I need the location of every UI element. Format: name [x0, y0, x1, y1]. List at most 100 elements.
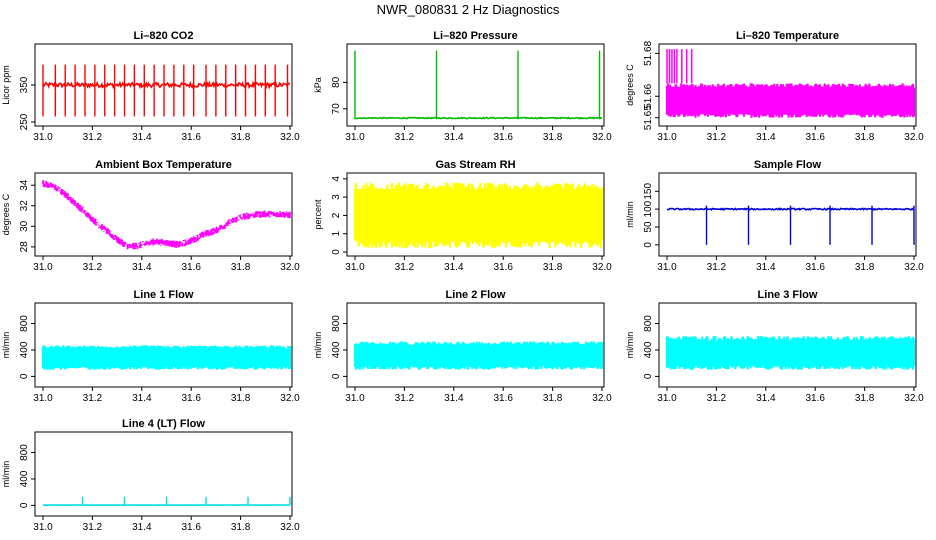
series-fill — [355, 189, 602, 242]
y-tick-label: 34 — [19, 179, 30, 191]
panel-title: Ambient Box Temperature — [95, 159, 232, 171]
panel-title: Li–820 Pressure — [433, 30, 517, 42]
series-segment — [44, 347, 82, 368]
y-axis-label: percent — [313, 199, 323, 230]
x-tick-label: 31.8 — [543, 262, 563, 273]
y-tick-label: 250 — [19, 113, 30, 130]
x-tick-label: 31.0 — [345, 262, 365, 273]
series-segment — [846, 339, 854, 367]
y-tick-label: 0 — [19, 502, 30, 508]
plot-frame — [34, 431, 293, 517]
y-axis-label: ml/min — [625, 332, 635, 359]
x-tick-label: 31.0 — [33, 132, 53, 143]
y-tick-label: 80 — [331, 76, 342, 88]
x-tick-label: 31.4 — [444, 393, 464, 404]
y-axis-label: degrees C — [625, 64, 635, 106]
panel-title: Line 3 Flow — [758, 289, 818, 301]
series-segment — [519, 344, 532, 367]
x-tick-label: 32.0 — [904, 262, 924, 273]
x-tick-label: 31.8 — [231, 132, 251, 143]
series-segment — [578, 344, 584, 367]
x-tick-label: 31.4 — [132, 132, 152, 143]
x-tick-label: 32.0 — [592, 393, 612, 404]
y-tick-label: 800 — [331, 315, 342, 332]
plot-frame — [658, 172, 917, 257]
x-tick-label: 31.0 — [345, 393, 365, 404]
series-segment — [561, 344, 576, 367]
series-line — [42, 180, 291, 250]
x-tick-label: 31.6 — [493, 393, 513, 404]
series-segment — [467, 344, 477, 367]
series-segment — [551, 344, 559, 367]
panel-title: Gas Stream RH — [435, 159, 515, 171]
x-tick-label: 31.2 — [395, 262, 415, 273]
panel-title: Line 1 Flow — [134, 289, 194, 301]
x-tick-label: 31.6 — [181, 393, 201, 404]
x-tick-label: 31.2 — [707, 132, 727, 143]
plot-frame — [346, 172, 605, 257]
x-tick-label: 31.6 — [493, 132, 513, 143]
series-segment — [856, 339, 871, 367]
y-tick-label: 100 — [643, 200, 654, 217]
panel-4: Ambient Box Temperature degrees C 31.0 31.2… — [1, 159, 300, 273]
y-tick-label: 150 — [643, 183, 654, 200]
x-tick-label: 31.2 — [83, 262, 103, 273]
series-segment — [356, 344, 396, 367]
plot-frame — [34, 172, 293, 257]
x-tick-label: 31.2 — [83, 132, 103, 143]
panel-6: Sample Flow ml/min 31.0 31.2 31.4 31.6 31.8 32.… — [625, 159, 924, 273]
panel-title: Line 2 Flow — [446, 289, 506, 301]
x-tick-label: 31.8 — [855, 262, 875, 273]
y-tick-label: 30 — [19, 220, 30, 232]
panel-8: Line 2 Flow ml/min 31.0 31.2 31.4 31.6 31.8 32.… — [313, 289, 612, 404]
y-tick-label: 0 — [643, 373, 654, 379]
plot-frame — [346, 302, 605, 388]
series-segment — [740, 339, 748, 367]
y-tick-label: 50 — [643, 221, 654, 233]
figure-title: NWR_080831 2 Hz Diagnostics — [376, 2, 560, 17]
y-tick-label: 2 — [331, 212, 342, 218]
panel-title: Line 4 (LT) Flow — [122, 418, 205, 430]
x-tick-label: 31.6 — [805, 262, 825, 273]
panel-3: Li–820 Temperature degrees C 31.0 31.2 31.4 3… — [625, 30, 924, 143]
x-tick-label: 31.2 — [395, 393, 415, 404]
series-fill — [667, 86, 914, 115]
y-tick-label: 51.65 — [643, 105, 654, 130]
series-segment — [413, 344, 436, 367]
series-line — [354, 116, 603, 120]
x-tick-label: 31.0 — [657, 132, 677, 143]
x-tick-label: 31.4 — [756, 132, 776, 143]
y-tick-label: 0 — [331, 373, 342, 379]
panel-9: Line 3 Flow ml/min 31.0 31.2 31.4 31.6 31.8 32.… — [625, 289, 924, 404]
y-tick-label: 70 — [331, 103, 342, 115]
series-segment — [668, 339, 708, 367]
series-segment — [398, 344, 403, 367]
x-tick-label: 32.0 — [280, 262, 300, 273]
x-tick-label: 31.0 — [345, 132, 365, 143]
panel-5: Gas Stream RH percent 31.0 31.2 31.4 31.6 31.8… — [313, 159, 612, 273]
x-tick-label: 31.4 — [756, 393, 776, 404]
panel-title: Li–820 Temperature — [736, 30, 839, 42]
y-axis-label: kPa — [313, 77, 323, 93]
series-segment — [504, 344, 517, 367]
series-segment — [207, 347, 247, 368]
x-tick-label: 31.0 — [33, 262, 53, 273]
y-tick-label: 800 — [643, 315, 654, 332]
series-segment — [168, 347, 205, 368]
y-tick-label: 28 — [19, 241, 30, 253]
series-segment — [831, 339, 844, 367]
y-tick-label: 400 — [19, 341, 30, 358]
series-segment — [750, 339, 789, 367]
x-tick-label: 31.0 — [657, 262, 677, 273]
series-segment — [804, 339, 814, 367]
x-tick-label: 31.4 — [132, 393, 152, 404]
panel-1: Li–820 CO2 Licor ppm 31.0 31.2 31.4 31.6 31.8 3… — [1, 30, 300, 143]
y-tick-label: 400 — [643, 341, 654, 358]
y-tick-label: 350 — [19, 76, 30, 93]
x-tick-label: 31.8 — [231, 393, 251, 404]
panel-2: Li–820 Pressure kPa 31.0 31.2 31.4 31.6 31.8 32… — [313, 30, 612, 143]
y-axis-label: ml/min — [625, 201, 635, 228]
y-tick-label: 4 — [331, 176, 342, 182]
series-segment — [492, 344, 502, 367]
x-tick-label: 32.0 — [280, 522, 300, 533]
